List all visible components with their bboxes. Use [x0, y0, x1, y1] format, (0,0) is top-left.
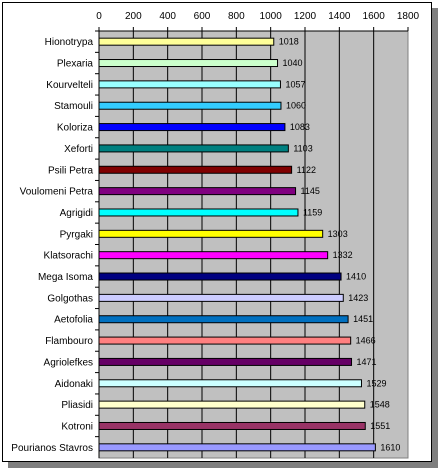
- category-label: Agriolefkes: [44, 357, 93, 368]
- bar: [98, 187, 297, 196]
- category-label: Pyrgaki: [60, 229, 93, 240]
- bar: [98, 272, 342, 281]
- category-label: Psili Petra: [48, 165, 93, 176]
- value-label: 1451: [353, 314, 373, 324]
- x-tick-label: 400: [159, 11, 176, 22]
- value-label: 1122: [297, 165, 316, 175]
- value-label: 1466: [356, 336, 376, 346]
- category-label: Xeforti: [64, 144, 93, 155]
- value-label: 1159: [303, 207, 322, 217]
- bar: [98, 379, 362, 388]
- x-tick-label: 1600: [363, 11, 386, 22]
- bar: [98, 336, 352, 345]
- category-label: Kotroni: [61, 421, 93, 432]
- plot-area: [98, 30, 409, 459]
- x-tick-label: 800: [228, 11, 245, 22]
- bar: [98, 165, 293, 174]
- category-label: Aetofolia: [54, 315, 93, 326]
- bar: [98, 229, 324, 238]
- category-label: Golgothas: [47, 293, 93, 304]
- value-label: 1423: [348, 293, 368, 303]
- category-label: Stamouli: [54, 101, 93, 112]
- category-label: Koloriza: [57, 123, 94, 134]
- x-tick-label: 1400: [328, 11, 351, 22]
- category-label: Plexaria: [57, 59, 94, 70]
- bar: [98, 144, 289, 153]
- bar: [98, 315, 349, 324]
- x-tick-label: 1800: [397, 11, 420, 22]
- bar: [98, 251, 329, 260]
- x-tick-label: 200: [125, 11, 142, 22]
- x-tick-label: 0: [96, 11, 102, 22]
- chart-frame: 0 200 400 600 800 1000 1200 1400 1600 1800 Hionotr…: [2, 2, 432, 462]
- bar: [98, 101, 282, 110]
- category-label: Mega Isoma: [38, 272, 93, 283]
- category-label: Pourianos Stavros: [11, 443, 93, 454]
- category-label: Kourvelteli: [46, 80, 93, 91]
- bar: [98, 80, 281, 89]
- bar: [98, 123, 286, 132]
- category-label: Klatsorachi: [44, 251, 93, 262]
- bar: [98, 400, 366, 409]
- value-label: 1610: [380, 442, 400, 452]
- value-label: 1471: [357, 357, 377, 367]
- bar: [98, 59, 279, 68]
- value-label: 1018: [279, 37, 299, 47]
- value-label: 1548: [370, 400, 390, 410]
- bar: [98, 37, 275, 46]
- x-tick-label: 1200: [294, 11, 317, 22]
- value-label: 1332: [333, 250, 353, 260]
- value-label: 1083: [290, 122, 310, 132]
- value-label: 1410: [346, 272, 366, 282]
- category-label: Flambouro: [45, 336, 93, 347]
- bar-chart: 0 200 400 600 800 1000 1200 1400 1600 1800 Hionotr…: [11, 11, 420, 459]
- value-label: 1145: [301, 186, 320, 196]
- bar: [98, 208, 299, 217]
- value-label: 1103: [293, 143, 312, 153]
- category-label: Hionotrypa: [45, 37, 94, 48]
- x-tick-label: 1000: [260, 11, 283, 22]
- value-label: 1040: [283, 58, 303, 68]
- category-label: Pliasidi: [61, 400, 93, 411]
- value-label: 1303: [328, 229, 348, 239]
- bar: [98, 443, 376, 452]
- category-label: Agrigidi: [60, 208, 93, 219]
- category-label: Aidonaki: [55, 379, 93, 390]
- value-label: 1060: [286, 101, 306, 111]
- x-tick-label: 600: [194, 11, 211, 22]
- bar: [98, 421, 366, 430]
- value-label: 1057: [285, 79, 305, 89]
- value-label: 1551: [370, 421, 390, 431]
- value-label: 1529: [366, 378, 386, 388]
- category-label: Voulomeni Petra: [20, 187, 94, 198]
- bar: [98, 357, 353, 366]
- bar: [98, 293, 344, 302]
